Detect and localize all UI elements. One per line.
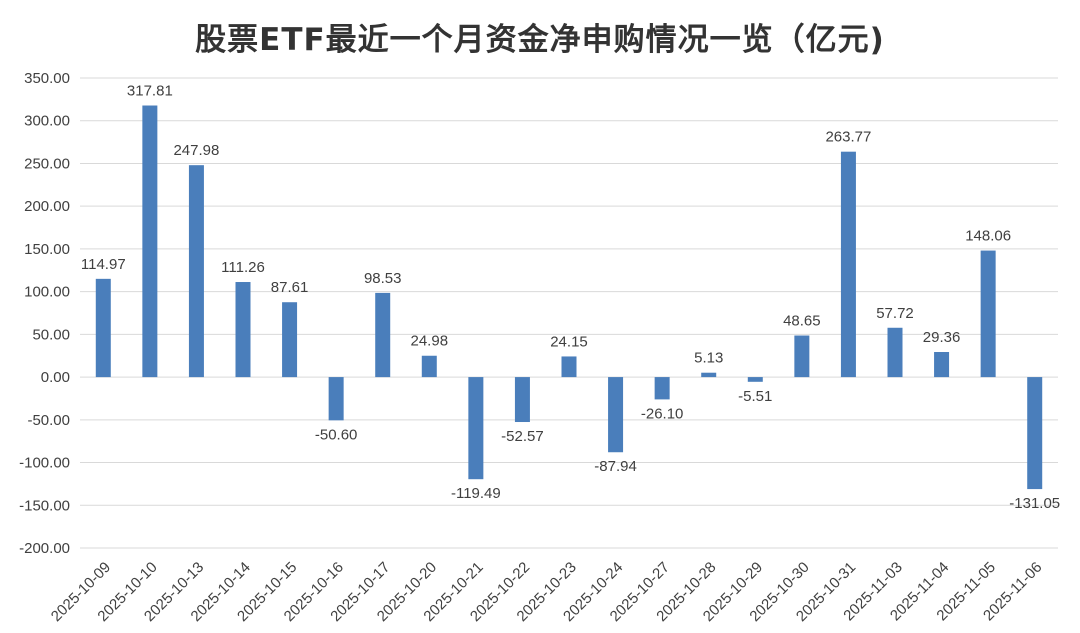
data-label: -131.05 bbox=[1009, 495, 1060, 512]
data-label: 29.36 bbox=[923, 329, 961, 346]
bar bbox=[468, 377, 484, 480]
bar bbox=[142, 105, 158, 378]
data-label: 24.98 bbox=[411, 333, 449, 350]
y-tick-label: 350.00 bbox=[24, 70, 70, 87]
y-tick-label: 50.00 bbox=[32, 326, 70, 343]
bar bbox=[188, 165, 204, 378]
y-tick-label: 150.00 bbox=[24, 241, 70, 258]
data-label: 263.77 bbox=[825, 129, 871, 146]
bar bbox=[282, 302, 298, 378]
data-label: 148.06 bbox=[965, 228, 1011, 245]
data-label: -5.51 bbox=[738, 388, 772, 405]
data-label: -50.60 bbox=[315, 426, 358, 443]
data-label: -26.10 bbox=[641, 405, 684, 422]
bar bbox=[328, 377, 344, 421]
bar bbox=[608, 377, 624, 453]
y-tick-label: 0.00 bbox=[41, 369, 70, 386]
data-label: -52.57 bbox=[501, 428, 544, 445]
y-tick-label: -150.00 bbox=[19, 497, 70, 514]
data-label: 114.97 bbox=[81, 256, 126, 273]
data-label: 317.81 bbox=[127, 83, 173, 100]
bar bbox=[421, 355, 437, 378]
bar bbox=[235, 282, 251, 378]
data-label: 87.61 bbox=[271, 279, 309, 296]
bar bbox=[701, 372, 717, 378]
bar bbox=[934, 352, 950, 378]
y-tick-label: -200.00 bbox=[19, 540, 70, 557]
bar bbox=[980, 250, 996, 378]
y-tick-label: 200.00 bbox=[24, 198, 70, 215]
bar bbox=[654, 377, 670, 400]
bar bbox=[1027, 377, 1043, 490]
chart-title: 股票ETF最近一个月资金净申购情况一览（亿元) bbox=[195, 22, 885, 58]
bar bbox=[561, 356, 577, 378]
y-tick-label: 300.00 bbox=[24, 113, 70, 130]
bar bbox=[747, 377, 763, 382]
data-label: -87.94 bbox=[594, 458, 637, 475]
data-label: 247.98 bbox=[173, 142, 219, 159]
y-tick-label: 100.00 bbox=[24, 284, 70, 301]
bar bbox=[887, 327, 903, 378]
y-tick-label: -50.00 bbox=[27, 412, 70, 429]
bar bbox=[794, 335, 810, 378]
data-label: 24.15 bbox=[550, 333, 588, 350]
data-label: 98.53 bbox=[364, 270, 402, 287]
bar bbox=[840, 151, 856, 378]
y-tick-label: -100.00 bbox=[19, 455, 70, 472]
data-label: 111.26 bbox=[221, 259, 265, 276]
data-label: -119.49 bbox=[451, 485, 501, 502]
y-tick-label: 250.00 bbox=[24, 155, 70, 172]
bar bbox=[514, 377, 530, 423]
bar bbox=[95, 278, 111, 378]
data-label: 48.65 bbox=[783, 313, 821, 330]
bar bbox=[375, 292, 391, 378]
data-label: 57.72 bbox=[876, 305, 914, 322]
data-label: 5.13 bbox=[694, 350, 723, 367]
